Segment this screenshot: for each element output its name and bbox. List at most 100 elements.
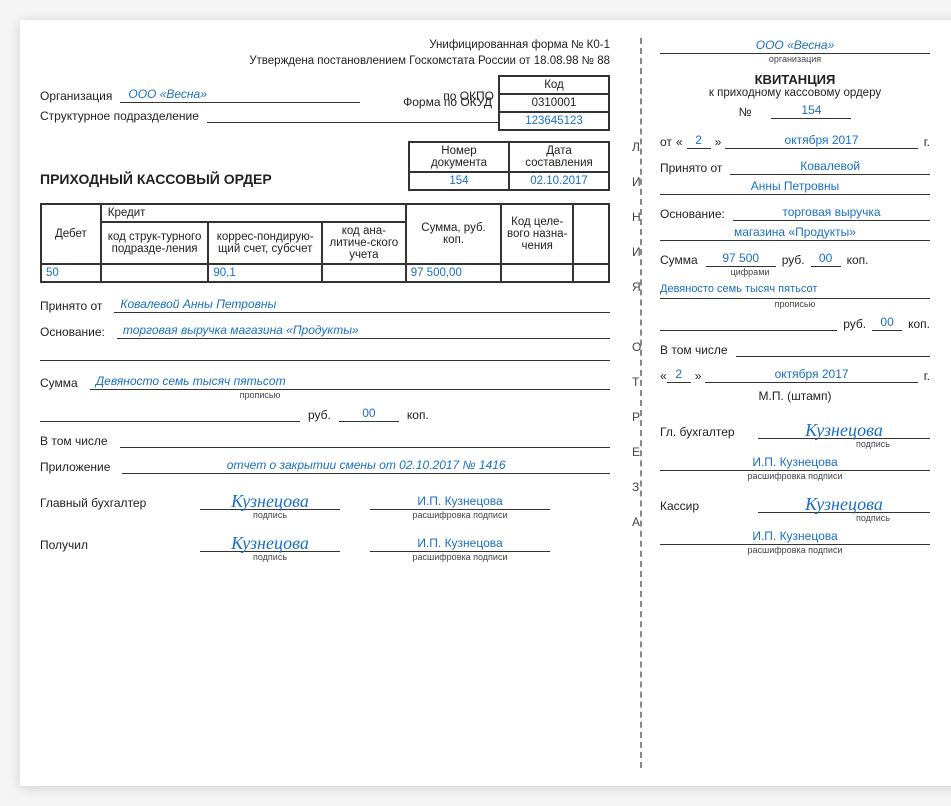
receipt-section: ООО «Весна» организация КВИТАНЦИЯ к прих… xyxy=(630,38,930,768)
r-day: 2 xyxy=(687,133,711,149)
rub-label: руб. xyxy=(300,408,339,422)
td-debet: 50 xyxy=(41,264,101,282)
sum-label: Сумма xyxy=(40,376,78,390)
r-basis-label: Основание: xyxy=(660,207,725,221)
r-rub2-label: руб. xyxy=(837,317,872,331)
r-sum-words: Девяносто семь тысяч пятьсот xyxy=(660,283,930,299)
chief-sig-sub: подпись xyxy=(200,510,340,520)
okpo-label: по ОКПО xyxy=(360,89,500,103)
th-sub2: коррес-пондирую-щий счет, субсчет xyxy=(208,222,322,264)
r-digits-sub: цифрами xyxy=(715,267,785,277)
r-from-val2: Анны Петровны xyxy=(660,179,930,195)
r-year-suffix: г. xyxy=(918,135,930,149)
code-table: Код 0310001 123645123 xyxy=(498,75,610,131)
chief-sig: Кузнецова xyxy=(231,491,309,511)
dept-label: Структурное подразделение xyxy=(40,109,199,123)
from-label: Принято от xyxy=(40,299,102,313)
attach-label: Приложение xyxy=(40,460,110,474)
chief-label: Главный бухгалтер xyxy=(40,496,180,510)
r-kop2-label: коп. xyxy=(902,317,930,331)
r-kop2: 00 xyxy=(872,315,902,331)
form-approved: Утверждена постановлением Госкомстата Ро… xyxy=(249,55,610,67)
order-title: ПРИХОДНЫЙ КАССОВЫЙ ОРДЕР xyxy=(40,171,408,191)
r-stamp: М.П. (штамп) xyxy=(660,389,930,403)
r-basis-val2: магазина «Продукты» xyxy=(660,225,930,241)
basis-label: Основание: xyxy=(40,325,105,339)
r-cashier-name-sub: расшифровка подписи xyxy=(660,545,930,555)
td-sub2: 90,1 xyxy=(208,264,322,282)
code-label: Код xyxy=(499,76,609,94)
chief-name-sub: расшифровка подписи xyxy=(370,510,550,520)
org-value: ООО «Весна» xyxy=(120,87,360,103)
chief-name: И.П. Кузнецова xyxy=(370,494,550,510)
r-num-label: № xyxy=(739,105,752,119)
r-day2: 2 xyxy=(667,367,691,383)
r-chief-label: Гл. бухгалтер xyxy=(660,425,750,439)
recv-label: Получил xyxy=(40,538,180,552)
form-unified: Унифицированная форма № К0-1 xyxy=(429,39,610,51)
r-incl-value xyxy=(736,341,930,357)
th-purpose: Код целе-вого назна-чения xyxy=(501,204,573,264)
recv-name: И.П. Кузнецова xyxy=(370,536,550,552)
cut-label: Л И Н И Я О Т Р Е З А xyxy=(632,140,641,550)
recv-sig: Кузнецова xyxy=(231,533,309,553)
sum-words: Девяносто семь тысяч пятьсот xyxy=(90,374,610,390)
td-extra xyxy=(573,264,609,282)
order-section: Унифицированная форма № К0-1 Утверждена … xyxy=(40,38,630,768)
docdate-value: 02.10.2017 xyxy=(509,172,609,190)
r-month2: октября 2017 xyxy=(705,367,917,383)
org-label: Организация xyxy=(40,89,112,103)
td-sub1 xyxy=(101,264,209,282)
main-table: Дебет Кредит Сумма, руб. коп. Код целе-в… xyxy=(40,203,610,283)
r-year-suffix2: г. xyxy=(918,369,930,383)
incl-label: В том числе xyxy=(40,434,108,448)
docnum-table: Номер документа Дата составления 154 02.… xyxy=(408,141,610,191)
r-cashier-label: Кассир xyxy=(660,499,750,513)
recv-name-sub: расшифровка подписи xyxy=(370,552,550,562)
r-org-sub: организация xyxy=(660,54,930,64)
attach-value: отчет о закрытии смены от 02.10.2017 № 1… xyxy=(122,458,610,474)
recv-sig-sub: подпись xyxy=(200,552,340,562)
rub-line xyxy=(40,406,300,422)
okud-value: 0310001 xyxy=(499,94,609,112)
dept-value xyxy=(207,107,498,123)
r-cashier-sig-sub: подпись xyxy=(660,513,930,523)
kop-label: коп. xyxy=(399,408,437,422)
r-num-value: 154 xyxy=(771,103,851,119)
cash-order-form: Унифицированная форма № К0-1 Утверждена … xyxy=(20,20,951,786)
r-org: ООО «Весна» xyxy=(660,38,930,54)
th-debet: Дебет xyxy=(41,204,101,264)
r-chief-name: И.П. Кузнецова xyxy=(660,455,930,471)
basis-value: торговая выручка магазина «Продукты» xyxy=(117,323,610,339)
r-from-label: Принято от xyxy=(660,161,722,175)
r-to-order: к приходному кассовому ордеру xyxy=(660,87,930,99)
r-rub2-line xyxy=(660,315,837,331)
kop-value: 00 xyxy=(339,406,399,422)
okpo-value: 123645123 xyxy=(499,112,609,130)
r-incl-label: В том числе xyxy=(660,343,728,357)
r-title: КВИТАНЦИЯ xyxy=(660,72,930,87)
r-kop-label: коп. xyxy=(841,253,869,267)
r-chief-sig-sub: подпись xyxy=(660,439,930,449)
r-sum-kop: 00 xyxy=(811,251,841,267)
td-sub3 xyxy=(322,264,406,282)
r-words-sub: прописью xyxy=(660,299,930,309)
r-chief-name-sub: расшифровка подписи xyxy=(660,471,930,481)
docnum-value: 154 xyxy=(409,172,509,190)
r-from-date: от xyxy=(660,135,672,149)
r-from-val1: Ковалевой xyxy=(730,159,930,175)
r-sum-rub: 97 500 xyxy=(706,251,776,267)
incl-value xyxy=(120,432,610,448)
r-month: октября 2017 xyxy=(725,133,917,149)
r-cashier-sig: Кузнецова xyxy=(805,494,883,514)
r-rub-label: руб. xyxy=(776,253,811,267)
docdate-label: Дата составления xyxy=(509,142,609,172)
docnum-label: Номер документа xyxy=(409,142,509,172)
r-sum-label: Сумма xyxy=(660,253,698,267)
from-value: Ковалевой Анны Петровны xyxy=(114,297,610,313)
r-chief-sig: Кузнецова xyxy=(805,420,883,440)
basis-line2 xyxy=(40,343,610,361)
th-sub3: код ана-литиче-ского учета xyxy=(322,222,406,264)
th-kredit: Кредит xyxy=(101,204,406,222)
r-cashier-name: И.П. Кузнецова xyxy=(660,529,930,545)
